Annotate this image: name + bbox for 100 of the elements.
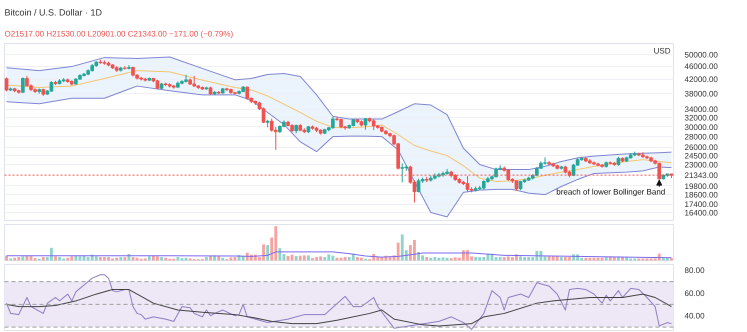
bar <box>298 256 302 260</box>
bar <box>278 248 282 260</box>
bar <box>107 257 110 260</box>
bar <box>82 256 86 260</box>
bar <box>413 240 416 260</box>
bar <box>523 257 526 260</box>
bar <box>136 258 139 260</box>
bar <box>176 257 180 260</box>
bar <box>164 258 168 260</box>
bar <box>103 257 106 260</box>
y-tick-label: 30000.00 <box>684 122 718 132</box>
bar <box>588 258 592 260</box>
bar <box>204 257 208 260</box>
bar <box>348 257 351 260</box>
bar <box>425 257 428 260</box>
bar <box>42 257 45 260</box>
bar <box>242 256 245 260</box>
bar <box>548 256 551 260</box>
bar <box>356 257 359 260</box>
bar <box>266 245 270 260</box>
bar <box>302 255 306 260</box>
bar <box>286 256 290 260</box>
bar <box>98 257 102 260</box>
candlestick <box>270 118 274 132</box>
bar <box>396 242 400 260</box>
y-tick-label: 19800.00 <box>684 182 718 191</box>
bar <box>344 257 347 260</box>
candlestick <box>416 178 420 193</box>
bar <box>564 257 567 260</box>
candlestick <box>4 76 8 92</box>
bar <box>132 257 134 260</box>
candlestick <box>364 118 368 130</box>
line-series <box>6 56 672 170</box>
line-series <box>6 86 672 218</box>
chart-subtitle: O21517.00 H21530.00 L20901.00 C21343.00 −171.00 (−0.79%) <box>4 30 234 38</box>
y-tick-label: 34000.00 <box>684 105 718 114</box>
line-series <box>6 274 672 330</box>
bar <box>527 257 530 260</box>
bar <box>123 257 126 260</box>
bar <box>229 257 232 260</box>
bar <box>74 256 78 260</box>
annotation: USD <box>654 46 671 56</box>
candlestick <box>21 76 25 94</box>
bar <box>21 256 24 260</box>
bar <box>184 258 188 260</box>
bar <box>466 250 469 260</box>
bar <box>510 257 514 260</box>
bar <box>552 256 555 260</box>
bar <box>494 257 498 260</box>
bar <box>58 257 61 260</box>
bar <box>315 257 318 260</box>
bar <box>290 254 294 260</box>
y-tick-label: 23000.00 <box>684 160 718 170</box>
bar <box>539 250 542 260</box>
bar <box>340 258 342 260</box>
y-tick-label: 17400.00 <box>684 200 718 210</box>
bar <box>234 257 236 260</box>
bar <box>306 255 310 260</box>
bar <box>519 256 522 260</box>
y-tick-label: 42000.00 <box>684 75 718 84</box>
annotation: breach of lower Bollinger Band <box>556 188 666 197</box>
candlestick <box>400 162 404 183</box>
bar <box>217 256 220 260</box>
candlestick <box>156 79 160 90</box>
bar <box>462 250 465 260</box>
y-tick-label: 18600.00 <box>684 190 718 200</box>
candlestick <box>372 118 376 131</box>
candlestick <box>514 180 518 192</box>
chart-title: Bitcoin / U.S. Dollar · 1D <box>4 8 103 18</box>
bar <box>442 257 444 260</box>
bar <box>86 257 90 260</box>
bar <box>26 256 28 260</box>
line-series <box>6 70 672 182</box>
candlestick <box>339 118 343 129</box>
bar <box>54 256 57 260</box>
ref-line-label: 21343.00 <box>684 171 718 180</box>
y-tick-label: 80.00 <box>684 266 706 276</box>
bar <box>17 257 20 260</box>
y-tick-label: 50000.00 <box>684 50 718 60</box>
candlestick <box>616 156 620 166</box>
bar <box>156 256 159 260</box>
y-tick-label: 38000.00 <box>684 89 718 98</box>
bar <box>446 258 449 260</box>
y-tick-label: 60.00 <box>684 288 706 298</box>
bar <box>78 256 82 260</box>
bar <box>160 257 163 260</box>
bar <box>152 256 155 260</box>
bar <box>433 257 436 260</box>
candlestick <box>494 167 498 178</box>
bar <box>600 258 604 260</box>
bar <box>319 256 322 260</box>
y-tick-label: 16400.00 <box>684 208 718 218</box>
bar <box>474 257 478 260</box>
bar <box>478 257 482 260</box>
y-tick-label: 28000.00 <box>684 132 718 142</box>
bar <box>568 257 571 260</box>
candlestick <box>466 176 470 192</box>
bar <box>323 257 326 260</box>
bar <box>262 244 265 260</box>
y-tick-label: 40.00 <box>684 312 706 321</box>
